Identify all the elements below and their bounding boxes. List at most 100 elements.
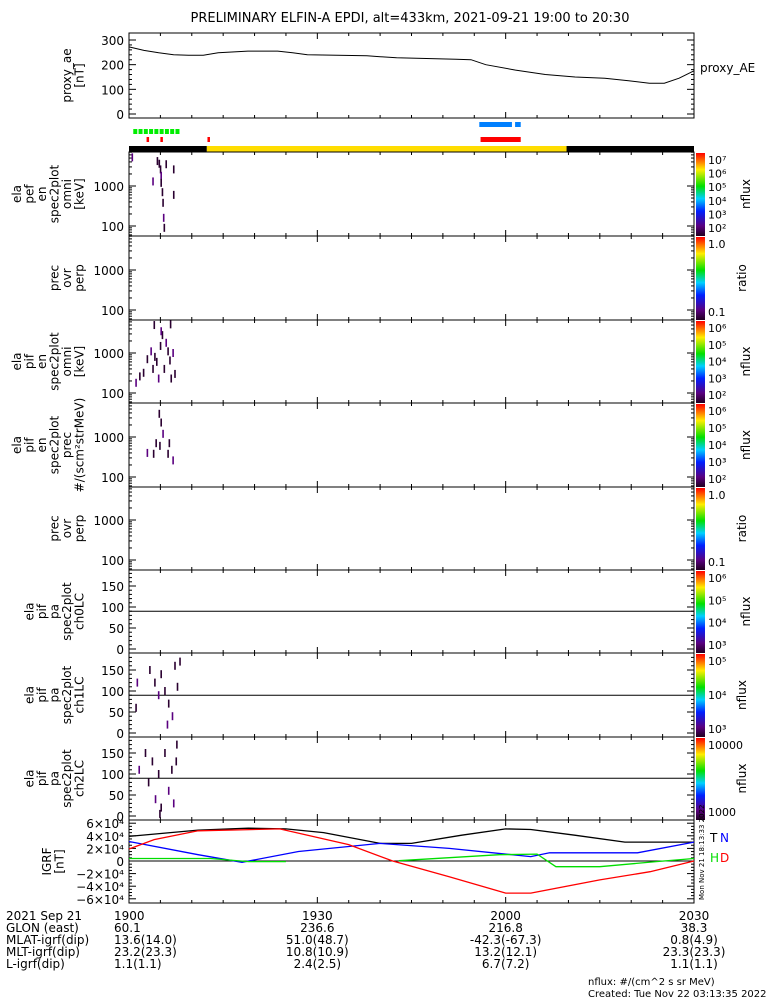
spectrogram-pixel: [160, 178, 162, 187]
prec-ovr-perp-ions-ytick-label: 100: [101, 554, 124, 568]
proxy-ae-ytick-label: 300: [101, 34, 124, 48]
ela-pif-pa-spec2plot-ch1LC-colorbar-tick: 10⁴: [708, 689, 727, 702]
prec-ovr-perp-electrons-ylabel: perp: [73, 264, 87, 292]
ela-pif-en-spec2plot-prec-colorbar-tick: 10²: [708, 473, 726, 486]
ela-pif-en-spec2plot-prec-ylabel: spec2plot: [48, 415, 62, 474]
ela-pif-en-spec2plot-prec-ylabel: en: [35, 438, 49, 453]
prec-ovr-perp-electrons-colorbar-tick: 1.0: [708, 238, 726, 251]
time-axis-l-value: 2.4(2.5): [294, 957, 342, 971]
spectrogram-pixel: [159, 341, 162, 350]
spectrogram-pixel: [166, 720, 169, 729]
ela-pif-pa-spec2plot-ch0LC-colorbar-tick: 10⁵: [708, 594, 726, 607]
ela-pif-pa-spec2plot-ch1LC-ylabel: pif: [35, 687, 49, 703]
igrf-legend-n: N: [720, 831, 729, 845]
spectrogram-pixel: [167, 347, 169, 356]
ela-pif-pa-spec2plot-ch2LC-ylabel: spec2plot: [60, 749, 74, 808]
ela-pef-en-spec2plot-omni-colorbar: [696, 153, 705, 236]
spectrogram-pixel: [169, 320, 172, 329]
spectrogram-pixel: [157, 770, 160, 778]
igrf-series-h2: [398, 853, 695, 868]
ela-pif-en-spec2plot-prec-ylabel: prec: [60, 432, 74, 458]
red-tick-marker: [160, 137, 163, 142]
igrf-series-d: [128, 828, 695, 894]
ela-pif-pa-spec2plot-ch1LC-ylabel: ela: [23, 686, 37, 704]
igrf-ytick-label: 4×10⁴: [86, 830, 124, 844]
ela-pif-en-spec2plot-omni-frame: [128, 319, 695, 404]
ela-pef-en-spec2plot-omni-colorbar-tick: 10⁵: [708, 181, 726, 194]
ela-pef-en-spec2plot-omni-ylabel: omni: [60, 179, 74, 209]
night-band: [566, 146, 694, 152]
ela-pef-en-spec2plot-omni-colorbar-label: nflux: [739, 179, 753, 209]
time-axis-glon-value: 236.6: [300, 921, 334, 935]
spectrogram-pixel: [164, 749, 166, 757]
spectrogram-pixel: [179, 657, 181, 666]
spectrogram-pixel: [172, 190, 175, 199]
igrf-ytick-label: −4×10⁴: [76, 880, 124, 894]
ela-pif-en-spec2plot-prec-colorbar-tick: 10⁶: [708, 405, 727, 418]
spectrogram-pixel: [161, 188, 164, 197]
ela-pif-pa-spec2plot-ch0LC-ytick-label: 0: [116, 643, 124, 657]
spectrogram-pixel: [144, 749, 147, 757]
proxy-ae-ylabel: [nT]: [73, 63, 87, 87]
time-axis-mlt-value: 23.2(23.3): [114, 945, 177, 959]
ela-pif-en-spec2plot-prec-colorbar-tick: 10³: [708, 456, 726, 469]
ela-pif-en-spec2plot-omni-ylabel: omni: [60, 347, 74, 377]
spectrogram-pixel: [135, 703, 137, 712]
ela-pif-en-spec2plot-prec-colorbar-tick: 10⁵: [708, 422, 726, 435]
ela-pif-pa-spec2plot-ch2LC-colorbar-tick: 10000: [708, 739, 743, 752]
ela-pef-en-spec2plot-omni-ytick-label: 1000: [93, 180, 124, 194]
spectrogram-pixel: [135, 378, 137, 387]
spectrogram-pixel: [165, 338, 168, 347]
spectrogram-pixel: [160, 803, 162, 812]
ela-pif-pa-spec2plot-ch0LC-ytick-label: 50: [109, 622, 124, 636]
prec-ovr-perp-electrons-colorbar-tick: 0.1: [708, 306, 726, 319]
green-dash-marker: [170, 129, 175, 134]
green-dash-marker: [138, 129, 143, 134]
green-dash-marker: [175, 129, 180, 134]
ela-pif-en-spec2plot-prec-frame: [128, 402, 695, 488]
time-axis-row-label: GLON (east): [6, 921, 79, 935]
green-dash-marker: [164, 129, 169, 134]
time-axis-mlat-value: -42.3(-67.3): [470, 933, 541, 947]
green-dash-marker: [154, 129, 159, 134]
red-tick-marker: [207, 137, 210, 142]
ela-pif-pa-spec2plot-ch0LC-colorbar-label: nflux: [739, 597, 753, 627]
igrf-series-t: [128, 827, 694, 845]
spectrogram-pixel: [158, 159, 161, 168]
ela-pif-pa-spec2plot-ch0LC-colorbar: [696, 571, 705, 653]
spectrogram-pixel: [160, 418, 162, 427]
prec-ovr-perp-ions-colorbar-tick: 1.0: [708, 489, 726, 502]
spectrogram-pixel: [151, 757, 154, 766]
time-axis-glon-value: 216.8: [488, 921, 522, 935]
spectrogram-pixel: [159, 809, 161, 818]
ela-pif-en-spec2plot-prec-colorbar-label: nflux: [739, 430, 753, 460]
igrf-ytick-label: 2×10⁴: [86, 842, 124, 856]
ela-pif-pa-spec2plot-ch1LC-colorbar: [696, 654, 705, 737]
time-axis-l-value: 6.7(7.2): [482, 957, 530, 971]
ela-pif-pa-spec2plot-ch0LC-colorbar-tick: 10³: [708, 639, 726, 652]
igrf-ylabel: IGRF: [40, 847, 54, 875]
spectrogram-pixel: [136, 678, 139, 687]
spectrogram-pixel: [172, 456, 174, 465]
time-axis-mlat-value: 13.6(14.0): [114, 933, 177, 947]
spectrogram-pixel: [150, 347, 152, 356]
time-axis-mlat-value: 51.0(48.7): [286, 933, 349, 947]
ela-pif-pa-spec2plot-ch0LC-colorbar-tick: 10⁶: [708, 572, 727, 585]
spectrogram-pixel: [138, 765, 141, 774]
ela-pef-en-spec2plot-omni-colorbar-tick: 10²: [708, 222, 726, 235]
time-axis-mlt-value: 13.2(12.1): [474, 945, 537, 959]
ela-pif-pa-spec2plot-ch2LC-ytick-label: 50: [109, 789, 124, 803]
spectrogram-pixel: [172, 349, 174, 357]
igrf-ytick-label: −6×10⁴: [76, 893, 124, 907]
ela-pif-pa-spec2plot-ch0LC-ylabel: pa: [48, 604, 62, 619]
time-axis-time-value: 1900: [114, 909, 145, 923]
spectrogram-pixel: [159, 441, 161, 450]
prec-ovr-perp-ions-frame: [128, 486, 695, 571]
spectrogram-pixel: [162, 429, 164, 438]
time-axis-l-value: 1.1(1.1): [670, 957, 718, 971]
ela-pif-pa-spec2plot-ch1LC-ytick-label: 50: [109, 706, 124, 720]
igrf-ytick-label: 0: [116, 855, 124, 869]
time-axis-mlt-value: 10.8(10.9): [286, 945, 349, 959]
ela-pif-pa-spec2plot-ch0LC-ytick-label: 150: [101, 580, 124, 594]
ela-pif-en-spec2plot-omni-ylabel: ela: [10, 352, 24, 370]
